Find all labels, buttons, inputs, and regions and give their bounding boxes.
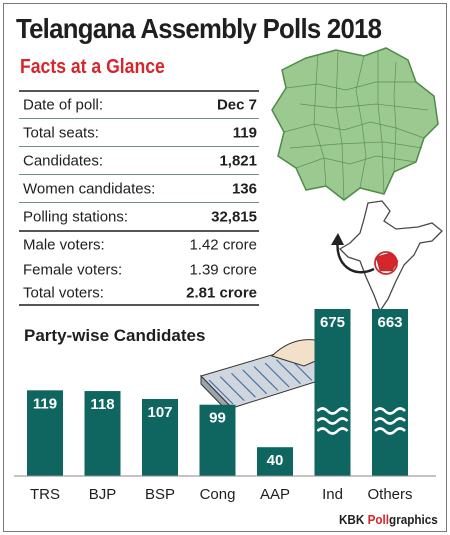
- bar-trs: [27, 390, 63, 476]
- fact-label: Date of poll:: [23, 96, 104, 114]
- fact-value: 2.81 crore: [186, 284, 257, 302]
- fact-label: Polling stations:: [23, 208, 129, 225]
- axis-break-mark: [316, 427, 349, 435]
- category-label: TRS: [30, 486, 60, 503]
- page-title: Telangana Assembly Polls 2018: [16, 13, 382, 44]
- bar-value-label: 107: [147, 404, 172, 421]
- voting-machine-row: [242, 369, 268, 395]
- category-label: Cong: [200, 486, 236, 503]
- bar-ind: [314, 309, 351, 476]
- credit-accent: Poll: [367, 512, 390, 527]
- fact-value: 1.42 crore: [189, 236, 257, 254]
- voting-machine-illustration-icon: [200, 339, 335, 418]
- voting-machine-row: [253, 366, 279, 391]
- fact-label: Female voters:: [23, 261, 123, 279]
- category-label: Ind: [322, 486, 343, 503]
- fact-row-seats: Total seats: 119: [19, 118, 259, 146]
- bar-value-label: 675: [320, 314, 345, 331]
- fact-row-polling-stations: Polling stations: 32,815: [19, 202, 259, 230]
- page-subtitle: Facts at a Glance: [20, 56, 165, 78]
- bar-value-label: 99: [209, 410, 226, 427]
- india-locator-map-icon: [331, 200, 443, 313]
- bar-others: [372, 309, 408, 476]
- fact-value: 1.39 crore: [189, 261, 257, 279]
- bar-value-label: 118: [90, 396, 114, 413]
- fact-row-male-voters: Male voters: 1.42 crore: [19, 230, 259, 258]
- fact-row-women-candidates: Women candidates: 136: [19, 174, 259, 202]
- fact-label: Total seats:: [23, 124, 99, 141]
- axis-break-mark: [374, 407, 406, 415]
- fact-row-total-voters: Total voters: 2.81 crore: [19, 282, 259, 306]
- fact-value: 32,815: [211, 208, 257, 225]
- voting-machine-row: [219, 376, 245, 402]
- bar-cong: [199, 404, 236, 476]
- category-label: Others: [367, 486, 412, 503]
- telangana-map-icon: [271, 47, 439, 201]
- fact-label: Male voters:: [23, 236, 105, 254]
- axis-break-mark: [374, 427, 406, 435]
- bar-value-label: 663: [377, 314, 402, 331]
- axis-break-mark: [316, 407, 349, 415]
- fact-value: 136: [231, 180, 257, 197]
- voting-machine-row: [231, 372, 256, 398]
- fact-value: Dec 7: [216, 96, 257, 114]
- credit-suffix: graphics: [389, 512, 438, 527]
- axis-break-mark: [316, 417, 349, 425]
- bar-value-label: 40: [267, 452, 284, 469]
- fact-value: 119: [232, 124, 257, 141]
- chart-title: Party-wise Candidates: [24, 326, 206, 345]
- fact-row-candidates: Candidates: 1,821: [19, 146, 259, 174]
- axis-break-mark: [374, 417, 406, 425]
- bar-value-label: 119: [33, 395, 57, 412]
- fact-label: Women candidates:: [23, 180, 156, 197]
- fact-label: Total voters:: [23, 284, 104, 302]
- voting-machine-row: [264, 362, 290, 388]
- bar-bsp: [142, 398, 178, 476]
- infographic-frame: Telangana Assembly Polls 2018 Facts at a…: [3, 3, 447, 532]
- category-label: BJP: [89, 486, 117, 503]
- category-label: AAP: [260, 486, 290, 503]
- party-candidates-bar-chart: 119 TRS 118 BJP 107 BSP 99 Cong 40 AAP 675 Ind 663 Ot…: [14, 309, 436, 503]
- bar-bjp: [84, 391, 121, 476]
- voting-machine-row: [208, 379, 234, 405]
- fact-value: 1,821: [219, 152, 257, 169]
- fact-row-date: Date of poll: Dec 7: [19, 90, 259, 118]
- fact-row-female-voters: Female voters: 1.39 crore: [19, 258, 259, 282]
- bar-aap: [257, 447, 293, 476]
- facts-table: Date of poll: Dec 7 Total seats: 119 Can…: [19, 90, 259, 306]
- voting-machine-row: [276, 359, 301, 385]
- credit-line: KBK Pollgraphics: [339, 512, 438, 527]
- credit-prefix: KBK: [339, 512, 368, 527]
- category-label: BSP: [145, 486, 175, 503]
- fact-label: Candidates:: [23, 152, 104, 169]
